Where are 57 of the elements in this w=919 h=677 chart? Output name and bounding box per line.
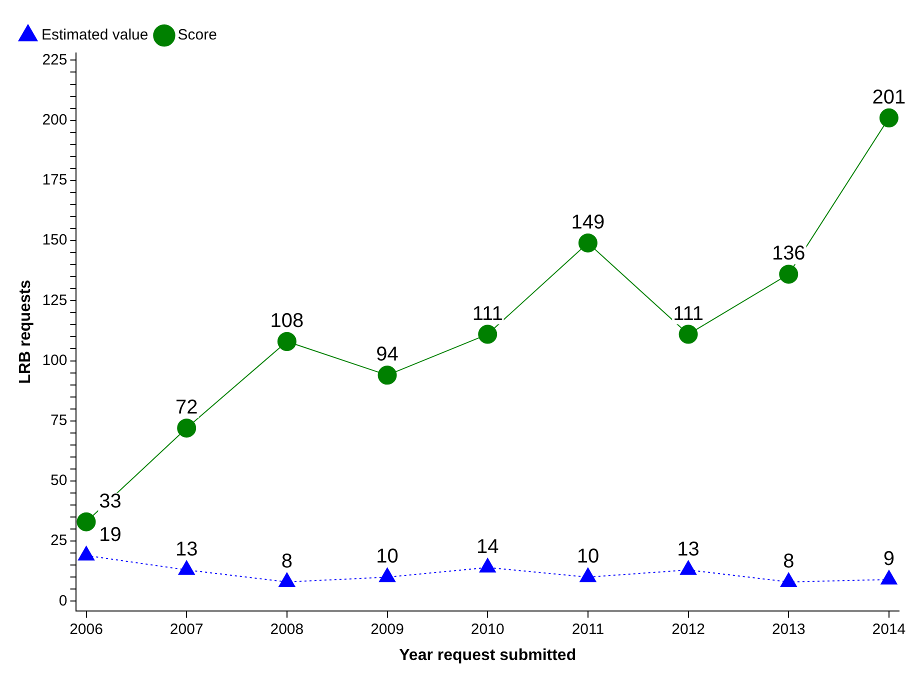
data-label: 33: [99, 490, 122, 512]
point: [578, 233, 598, 252]
point: [880, 570, 898, 585]
data-label: 149: [571, 211, 605, 234]
y-tick-label: 150: [42, 232, 68, 249]
point: [779, 264, 798, 284]
x-tick-label: 2010: [470, 620, 504, 638]
y-tick-label: 100: [42, 352, 68, 369]
x-axis-title: Year request submitted: [399, 646, 576, 664]
data-label: 108: [270, 310, 304, 332]
data-label: 19: [99, 524, 122, 546]
x-tick-label: 2007: [170, 620, 204, 638]
y-axis-title: LRB requests: [17, 280, 34, 384]
x-tick-label: 2006: [70, 620, 103, 638]
data-label: 14: [476, 536, 499, 558]
point: [378, 366, 397, 385]
data-label: 201: [872, 86, 906, 108]
y-tick-label: 175: [42, 172, 68, 189]
y-tick-label: 25: [50, 532, 68, 550]
point: [580, 568, 596, 582]
point: [78, 546, 95, 560]
point: [277, 332, 296, 352]
x-tick-label: 2012: [672, 620, 705, 638]
data-label: 72: [175, 396, 198, 419]
point: [780, 572, 797, 587]
x-tick-label: 2011: [572, 620, 604, 638]
y-tick-label: 225: [42, 51, 68, 68]
data-label: 111: [673, 302, 704, 325]
x-tick-label: 2013: [772, 620, 806, 638]
point: [680, 560, 697, 575]
y-tick-label: 0: [58, 592, 68, 610]
x-tick-label: 2009: [370, 620, 404, 638]
point: [178, 560, 195, 575]
y-tick-label: 75: [50, 412, 68, 429]
data-label: 13: [175, 538, 198, 560]
point: [678, 324, 698, 344]
point: [479, 558, 496, 573]
point: [278, 572, 296, 587]
data-label: 13: [677, 538, 700, 560]
data-label: 136: [772, 242, 806, 265]
point: [378, 568, 396, 582]
legend-label: Estimated value: [42, 26, 148, 44]
y-tick-label: 200: [42, 111, 68, 128]
data-label: 94: [376, 344, 398, 366]
data-label: 8: [783, 550, 794, 572]
x-tick-label: 2008: [270, 620, 304, 638]
y-tick-label: 125: [42, 292, 68, 309]
data-label: 111: [472, 302, 503, 325]
data-label: 10: [376, 546, 398, 568]
data-label: 10: [576, 546, 600, 568]
point: [478, 324, 498, 344]
legend-label: Score: [178, 26, 217, 44]
x-tick-label: 2014: [872, 620, 906, 638]
data-label: 9: [883, 548, 895, 570]
y-tick-label: 50: [50, 472, 68, 490]
point: [177, 418, 196, 438]
data-label: 8: [281, 550, 292, 572]
